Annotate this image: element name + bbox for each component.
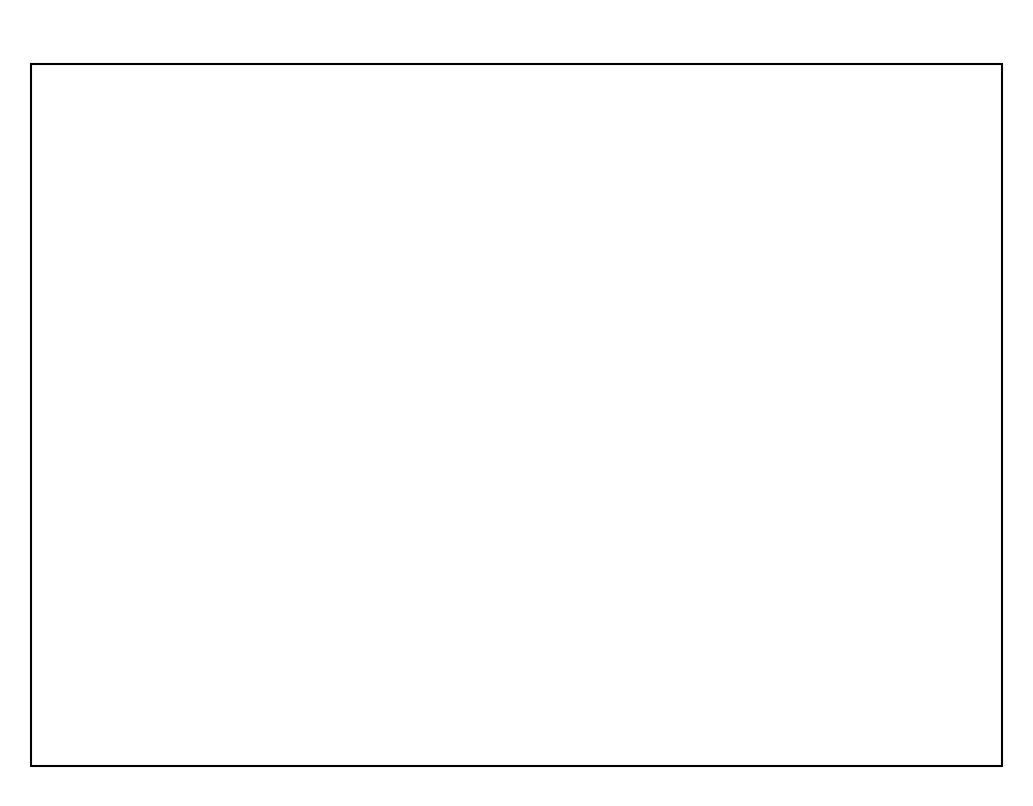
Text: shared
property
boundary: shared property boundary <box>455 593 540 664</box>
Text: Property A: Property A <box>378 494 472 512</box>
Text: Figure 4.6: Figure 4.6 <box>161 106 273 125</box>
Text: Property B: Property B <box>555 494 649 512</box>
Text: Required
fence height
per code: Required fence height per code <box>348 300 462 368</box>
Text: Difference in grade: Difference in grade <box>287 442 462 459</box>
Text: Proposed
fence: Proposed fence <box>594 199 677 243</box>
Bar <box>488 246 511 422</box>
